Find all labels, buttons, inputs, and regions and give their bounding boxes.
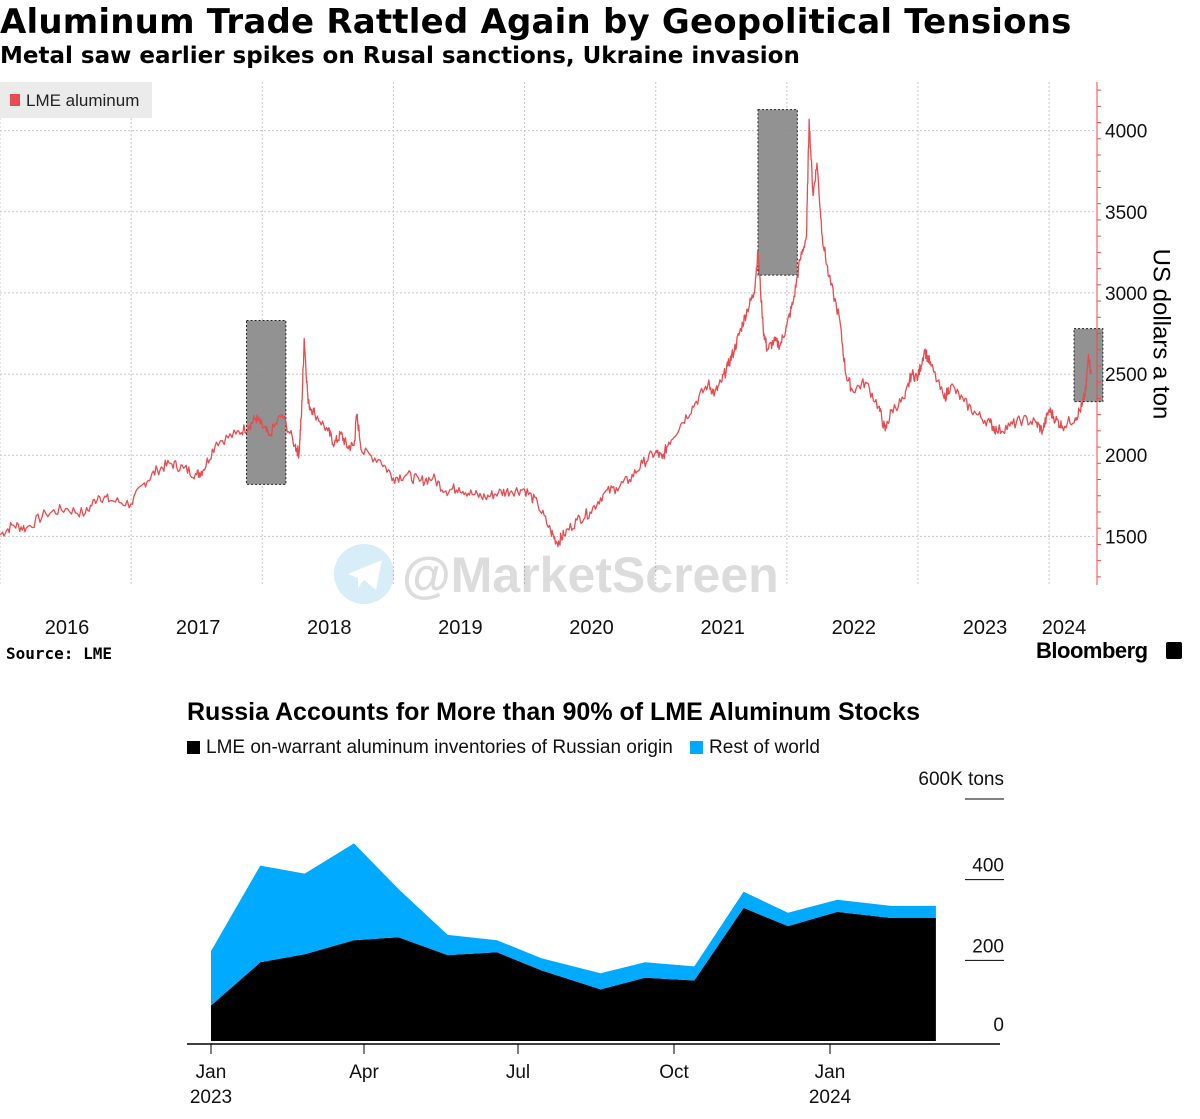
watermark-text: @MarketScreen	[402, 547, 779, 603]
chart2-x-tick-label: Apr	[349, 1062, 379, 1083]
bloomberg-chart-icon	[1166, 642, 1182, 659]
chart1-legend-bg	[0, 82, 152, 118]
chart1-x-ticks: 2016 2017 2018 2019 2020 2021 2022 2023 2024	[45, 617, 1087, 639]
chart1-x-tick-label: 2024	[1042, 617, 1087, 639]
source-note: Source: LME	[6, 644, 112, 663]
chart1-y-label: US dollars a ton	[1148, 249, 1175, 420]
chart1-legend-label: LME aluminum	[26, 91, 139, 110]
chart1-x-tick-label: 2022	[832, 617, 877, 639]
stocks-chart: 0 200 400 Jan 2023 Apr Jul Oct Jan 2024 600K ton…	[187, 769, 1004, 1108]
watermark: @MarketScreen	[334, 544, 779, 604]
chart1-highlight-box	[1073, 328, 1104, 403]
legend-label-russia: LME on-warrant aluminum inventories of R…	[206, 737, 673, 758]
chart1-grid	[0, 82, 1095, 585]
chart2-x-tick-label: Jul	[506, 1062, 530, 1083]
chart2-x-tick-year: 2024	[809, 1087, 852, 1108]
chart2-x-tick-label: Jan	[196, 1062, 227, 1083]
chart2-y-tick-label: 200	[972, 936, 1004, 957]
telegram-icon	[334, 544, 394, 604]
chart2-y-axis: 0 200 400	[965, 798, 1004, 1036]
chart2-x-tick-label: Oct	[659, 1062, 689, 1083]
chart1-highlight-box	[757, 109, 798, 276]
chart2-y-unit: 600K tons	[918, 769, 1004, 790]
chart1-x-tick-label: 2023	[963, 617, 1008, 639]
chart1-highlight-box	[246, 320, 287, 485]
chart1-series	[0, 118, 1092, 548]
chart2-legend: LME on-warrant aluminum inventories of R…	[187, 737, 820, 759]
chart1-x-tick-label: 2020	[569, 617, 614, 639]
chart1-y-tick-label: 1500	[1105, 527, 1147, 548]
chart1-x-tick-label: 2018	[307, 617, 352, 639]
chart2-x-tick-year: 2023	[190, 1087, 232, 1108]
chart1-y-tick-label: 2000	[1105, 446, 1147, 467]
chart1-title: Aluminum Trade Rattled Again by Geopolit…	[0, 2, 1072, 42]
chart1-x-tick-label: 2017	[176, 617, 221, 639]
chart1-y-tick-label: 3500	[1105, 203, 1147, 224]
legend-swatch-russia	[187, 741, 200, 754]
chart2-x-tick-label: Jan	[815, 1062, 846, 1083]
chart1-y-axis: 1500 2000 2500 3000 3500 4000	[1096, 82, 1147, 585]
chart2-x-axis: Jan 2023 Apr Jul Oct Jan 2024	[187, 1043, 1000, 1108]
chart1-x-tick-label: 2021	[700, 617, 745, 639]
chart1-y-tick-label: 4000	[1105, 122, 1147, 143]
legend-swatch-rest	[690, 741, 704, 754]
chart2-area-rest	[211, 843, 936, 1006]
chart1-y-tick-label: 3000	[1105, 284, 1147, 305]
legend-label-rest: Rest of world	[709, 737, 820, 758]
chart1-y-tick-label: 2500	[1105, 365, 1147, 386]
chart2-y-tick-label: 400	[972, 856, 1004, 877]
chart2-areas	[211, 843, 936, 1041]
chart1-series-line	[0, 118, 1092, 548]
chart2-area-russia	[211, 907, 936, 1041]
chart1-x-tick-label: 2019	[438, 617, 483, 639]
chart1-highlights	[246, 109, 1104, 485]
bloomberg-logo: Bloomberg	[1036, 638, 1148, 663]
chart2-y-tick-label: 0	[993, 1015, 1004, 1036]
chart2-title: Russia Accounts for More than 90% of LME…	[187, 698, 920, 726]
chart1-legend-swatch	[10, 94, 20, 106]
telegram-plane-icon	[348, 560, 382, 590]
chart1-x-tick-label: 2016	[45, 617, 90, 639]
chart1-subtitle: Metal saw earlier spikes on Rusal sancti…	[0, 43, 800, 69]
